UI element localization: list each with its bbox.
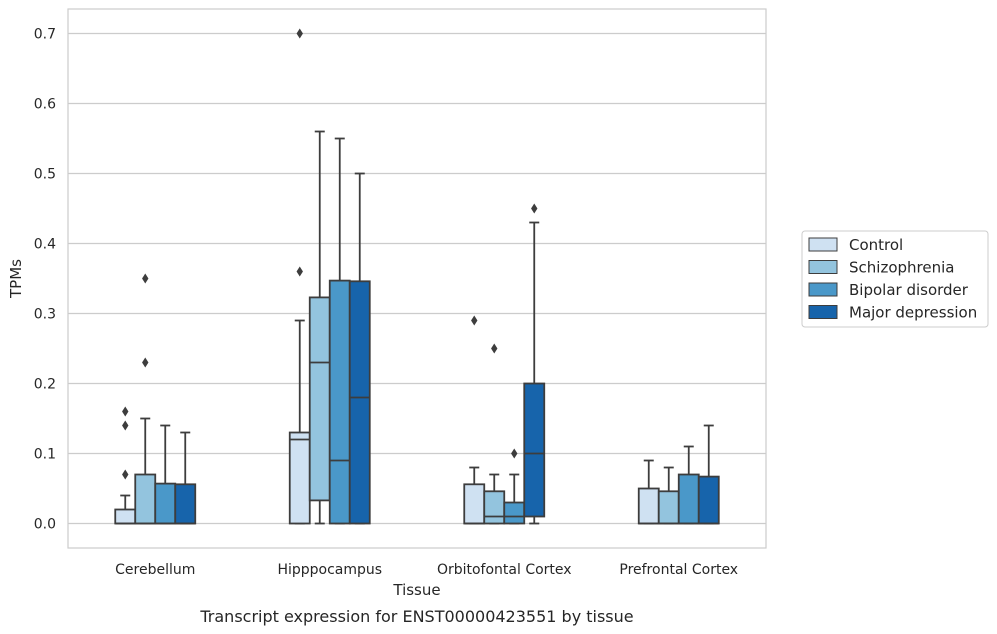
x-tick-label: Cerebellum (115, 562, 195, 578)
box-body (523, 382, 546, 518)
legend-frame (801, 230, 989, 328)
y-tick-label: 0.5 (34, 167, 56, 183)
legend: Control Schizophrenia Bipolar disorder Majo… (801, 230, 989, 328)
y-tick-label: 0.3 (34, 307, 56, 323)
outlier-point (471, 315, 478, 326)
outlier-point (122, 420, 129, 431)
box-3-2 (523, 203, 546, 525)
y-tick-label: 0.1 (34, 447, 56, 463)
x-tick-label: Hipppocampus (277, 562, 382, 578)
legend-swatch (808, 282, 838, 297)
legend-label: Control (849, 236, 903, 254)
box-1-1 (308, 130, 331, 525)
outlier-point (491, 343, 498, 354)
y-tick-label: 0.6 (34, 97, 56, 113)
box-body (483, 490, 506, 525)
box-body (503, 501, 526, 525)
gridlines (68, 32, 766, 525)
outlier-point (122, 406, 129, 417)
box-body (697, 475, 720, 525)
outlier-point (142, 273, 149, 284)
box-2-2 (503, 448, 526, 525)
outlier-point (296, 266, 303, 277)
box-1-2 (483, 343, 506, 525)
box-2-0 (154, 424, 177, 525)
box-body (134, 473, 157, 525)
outlier-point (296, 28, 303, 39)
chart-caption: Transcript expression for ENST0000042355… (199, 607, 633, 626)
box-1-0 (134, 273, 157, 525)
x-tick-label: Orbitofontal Cortex (437, 562, 572, 578)
y-axis-label: TPMs (7, 259, 25, 299)
legend-label: Schizophrenia (849, 259, 954, 277)
x-axis-label: Tissue (392, 581, 440, 599)
legend-swatch (808, 260, 838, 274)
box-2-3 (677, 445, 700, 525)
box-0-3 (637, 459, 660, 525)
x-axis-ticks: Cerebellum Hipppocampus Orbitofontal Corte… (115, 562, 738, 578)
outlier-point (142, 357, 149, 368)
outlier-point (531, 203, 538, 214)
box-body (348, 280, 371, 525)
box-groups (114, 28, 720, 525)
y-tick-label: 0.0 (34, 517, 56, 533)
legend-label: Major depression (849, 304, 977, 322)
legend-swatch (808, 237, 838, 252)
y-tick-label: 0.7 (34, 27, 56, 43)
outlier-point (511, 448, 518, 459)
box-3-1 (348, 172, 371, 525)
outlier-point (122, 469, 129, 480)
box-body (308, 296, 331, 502)
box-2-1 (328, 137, 351, 525)
legend-label: Bipolar disorder (849, 281, 969, 299)
box-body (463, 483, 486, 525)
x-tick-label: Prefrontal Cortex (619, 562, 738, 578)
box-3-3 (697, 424, 720, 525)
box-body (154, 482, 177, 525)
box-0-0 (114, 406, 137, 525)
y-tick-label: 0.2 (34, 377, 56, 393)
box-body (637, 487, 660, 525)
legend-swatch (808, 305, 838, 319)
plot-frame (67, 8, 767, 549)
box-body (114, 508, 137, 525)
y-axis-ticks: 0.0 0.1 0.2 0.3 0.4 0.5 0.6 0.7 (34, 27, 56, 533)
box-body (174, 483, 197, 525)
box-0-2 (463, 315, 486, 525)
box-3-0 (174, 431, 197, 525)
box-body (657, 490, 680, 525)
box-body (677, 473, 700, 525)
box-body (288, 431, 311, 525)
box-body (328, 279, 351, 525)
y-tick-label: 0.4 (34, 237, 56, 253)
box-0-1 (288, 28, 311, 525)
box-1-3 (657, 466, 680, 525)
